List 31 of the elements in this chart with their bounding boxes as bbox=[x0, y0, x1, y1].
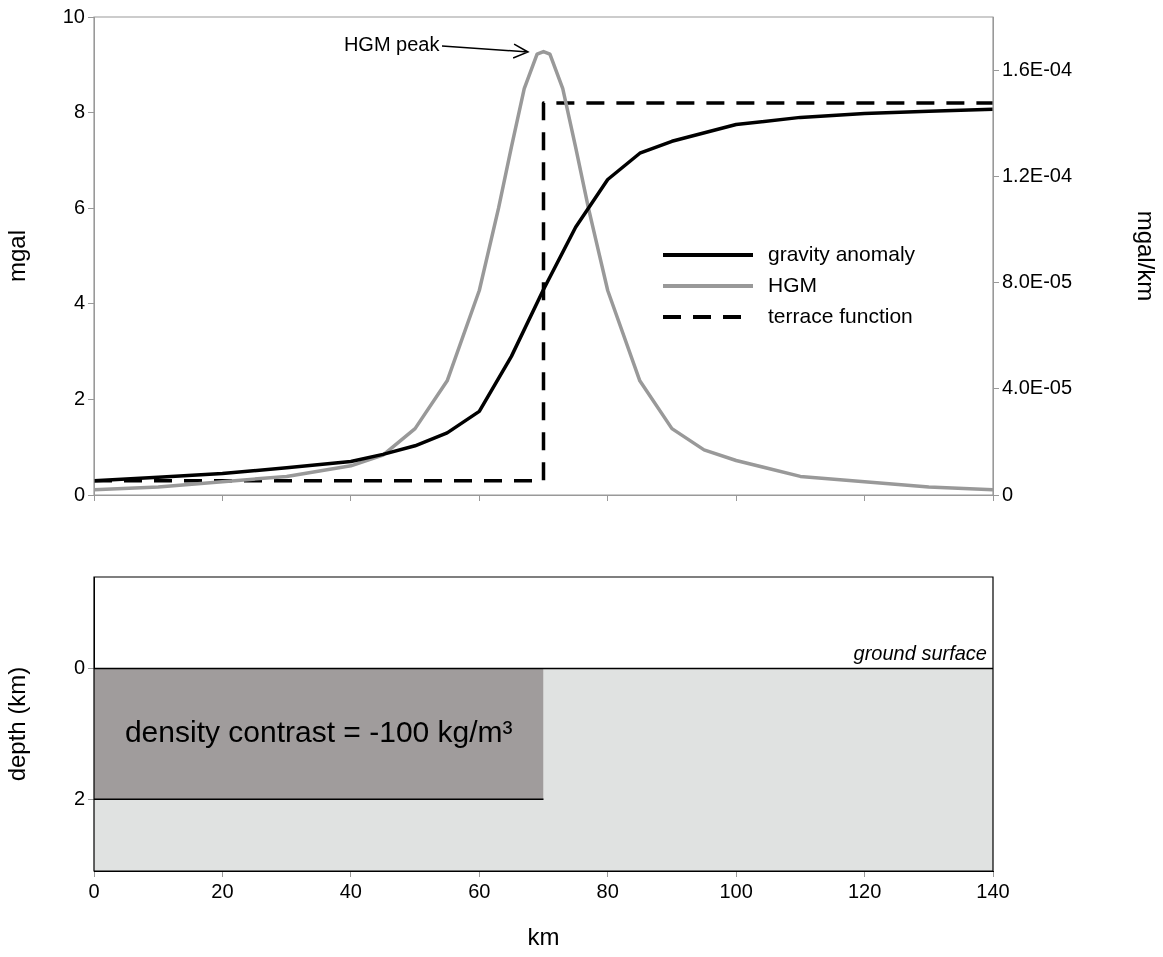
annotation: HGM peak bbox=[343, 33, 441, 56]
y-tick-label: 2 bbox=[73, 386, 85, 409]
y2-axis-title: mgal/km bbox=[1132, 210, 1160, 302]
annotation: density contrast = -100 kg/m³ bbox=[124, 715, 513, 749]
y-axis-title: depth (km) bbox=[3, 666, 31, 782]
ref-line-label: ground surface bbox=[853, 642, 987, 665]
y-tick-label: 4 bbox=[73, 291, 85, 314]
y2-tick-label: 1.6E-04 bbox=[1002, 57, 1073, 80]
x-tick-label: 100 bbox=[719, 879, 753, 902]
y2-tick-label: 4.0E-05 bbox=[1002, 376, 1073, 399]
x-tick-label: 20 bbox=[211, 879, 234, 902]
y-tick-label: 8 bbox=[73, 100, 85, 123]
y2-tick-label: 0 bbox=[1002, 482, 1014, 505]
y-tick-label: 0 bbox=[73, 655, 85, 678]
x-tick-label: 0 bbox=[88, 879, 100, 902]
x-tick-label: 60 bbox=[468, 879, 491, 902]
y-tick-label: 0 bbox=[73, 482, 85, 505]
legend-label: HGM bbox=[768, 272, 817, 296]
x-tick-label: 40 bbox=[339, 879, 362, 902]
legend-label: terrace function bbox=[768, 303, 913, 327]
y2-tick-label: 1.2E-04 bbox=[1002, 163, 1073, 186]
x-tick-label: 140 bbox=[976, 879, 1010, 902]
y-axis-title: mgal bbox=[3, 229, 31, 283]
legend-label: gravity anomaly bbox=[768, 241, 916, 265]
x-axis-title: km bbox=[527, 923, 560, 951]
y-tick-label: 6 bbox=[73, 195, 85, 218]
x-tick-label: 120 bbox=[847, 879, 882, 902]
x-tick-label: 80 bbox=[596, 879, 619, 902]
y2-tick-label: 8.0E-05 bbox=[1002, 270, 1073, 293]
y-tick-label: 10 bbox=[62, 4, 85, 27]
y-tick-label: 2 bbox=[73, 786, 85, 809]
